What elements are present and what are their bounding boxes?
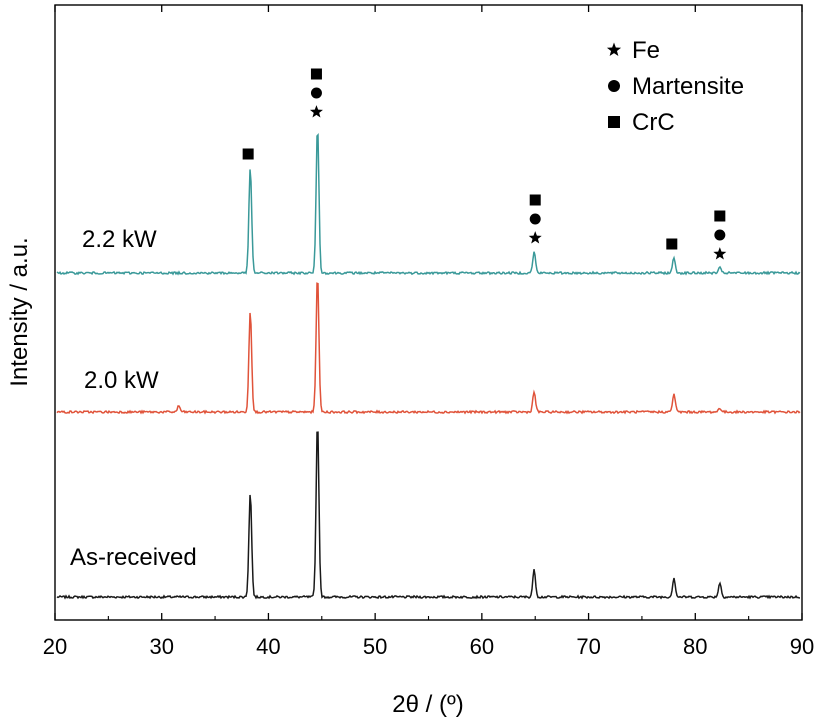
x-tick-label: 60: [470, 634, 494, 659]
crc-square-marker: [529, 194, 541, 206]
martensite-circle-marker: [310, 87, 322, 99]
series-label: As-received: [70, 544, 197, 571]
fe-star-marker: [528, 231, 542, 244]
peak-annotations: [242, 68, 727, 260]
series-label: 2.0 kW: [84, 367, 159, 394]
legend-label: CrC: [632, 109, 675, 136]
x-tick-label: 20: [43, 634, 67, 659]
crc-square-marker: [714, 210, 726, 222]
crc-square-marker: [310, 68, 322, 80]
series-lines: [56, 133, 801, 600]
series-line: [56, 282, 801, 415]
x-tick-label: 90: [790, 634, 814, 659]
x-tick-label: 30: [149, 634, 173, 659]
crc-square-marker: [666, 238, 678, 250]
x-tick-label: 80: [683, 634, 707, 659]
series-line: [56, 133, 801, 276]
y-axis-title: Intensity / a.u.: [6, 237, 33, 386]
x-axis-ticks: 20 30 40 50 60 70 80 90: [43, 5, 814, 659]
martensite-circle-marker: [529, 213, 541, 225]
crc-square-marker: [242, 148, 254, 160]
series-labels: As-received 2.0 kW 2.2 kW: [70, 226, 197, 571]
x-tick-label: 50: [363, 634, 387, 659]
x-axis-title: 2θ / (º): [392, 691, 463, 718]
legend-label: Fe: [632, 37, 660, 64]
series-line: [56, 431, 801, 600]
x-tick-label: 40: [256, 634, 280, 659]
fe-star-marker: [606, 42, 622, 57]
x-tick-label: 70: [576, 634, 600, 659]
legend-label: Martensite: [632, 73, 744, 100]
fe-star-marker: [309, 105, 323, 118]
fe-star-marker: [713, 247, 727, 260]
series-label: 2.2 kW: [82, 226, 157, 253]
martensite-circle-marker: [608, 80, 620, 92]
martensite-circle-marker: [714, 229, 726, 241]
crc-square-marker: [608, 116, 620, 128]
legend: Fe Martensite CrC: [606, 37, 744, 136]
